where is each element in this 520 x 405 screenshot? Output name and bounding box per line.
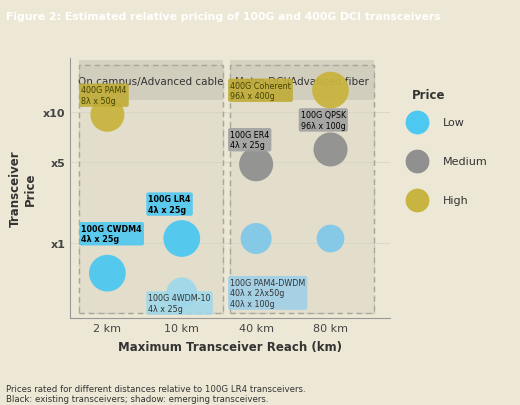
- Text: 100G LR4
4λ x 25g: 100G LR4 4λ x 25g: [148, 195, 191, 214]
- Text: Low: Low: [443, 118, 465, 128]
- Bar: [79, 66, 223, 313]
- Point: [252, 236, 261, 242]
- Text: 100G ER4
4λ x 25g: 100G ER4 4λ x 25g: [230, 131, 269, 150]
- Point: [103, 270, 112, 277]
- Point: [327, 147, 335, 153]
- Text: 100G CWDM4
4λ x 25g: 100G CWDM4 4λ x 25g: [81, 224, 142, 244]
- Text: Price: Price: [412, 89, 446, 102]
- Bar: [230, 66, 374, 313]
- Text: High: High: [443, 196, 469, 206]
- X-axis label: Maximum Transceiver Reach (km): Maximum Transceiver Reach (km): [118, 340, 342, 353]
- Point: [178, 290, 186, 296]
- Bar: [230, 61, 374, 101]
- Text: 100G 4WDM-10
4λ x 25g: 100G 4WDM-10 4λ x 25g: [148, 294, 211, 313]
- Y-axis label: Transceiver
Price: Transceiver Price: [9, 150, 37, 226]
- Point: [412, 198, 421, 204]
- Text: On campus/Advanced cable: On campus/Advanced cable: [78, 77, 224, 87]
- Text: Prices rated for different distances relative to 100G LR4 transceivers.
Black: e: Prices rated for different distances rel…: [6, 384, 306, 403]
- Bar: [79, 61, 223, 101]
- Point: [327, 87, 335, 94]
- Point: [327, 236, 335, 242]
- Bar: [79, 66, 223, 313]
- Point: [412, 120, 421, 126]
- Text: Figure 2: Estimated relative pricing of 100G and 400G DCI transceivers: Figure 2: Estimated relative pricing of …: [6, 11, 441, 21]
- Text: Metro DCI/Advanced fiber: Metro DCI/Advanced fiber: [235, 77, 369, 87]
- Point: [178, 236, 186, 242]
- Point: [252, 162, 261, 168]
- Text: Medium: Medium: [443, 157, 488, 167]
- Text: 400G PAM4
8λ x 50g: 400G PAM4 8λ x 50g: [81, 86, 127, 106]
- Text: 400G Coherent
96λ x 400g: 400G Coherent 96λ x 400g: [230, 81, 291, 101]
- Point: [412, 159, 421, 165]
- Bar: [230, 66, 374, 313]
- Text: 100G PAM4-DWDM
40λ x 2λx50g
40λ x 100g: 100G PAM4-DWDM 40λ x 2λx50g 40λ x 100g: [230, 278, 305, 308]
- Text: 100G QPSK
96λ x 100g: 100G QPSK 96λ x 100g: [301, 111, 346, 130]
- Point: [103, 112, 112, 119]
